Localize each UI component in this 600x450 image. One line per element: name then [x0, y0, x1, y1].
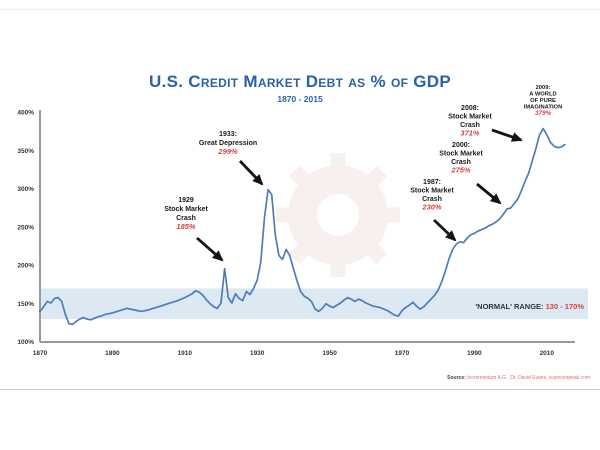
watermark-gear-icon: [276, 153, 400, 277]
source-text: Incrementum A.G., Dr. David Evans, scien…: [467, 375, 590, 381]
top-divider: [0, 9, 600, 10]
x-tick-label: 1970: [395, 350, 410, 357]
annotation-text: 1933: Great Depression: [199, 131, 257, 147]
y-tick-label: 400%: [17, 110, 34, 117]
annotation-text: 1929 Stock Market Crash: [164, 197, 208, 222]
x-tick-label: 1910: [178, 350, 193, 357]
annotation-arrow: [476, 182, 502, 205]
annotation-arrow: [491, 128, 523, 142]
x-tick-label: 1990: [467, 350, 482, 357]
annotation-text: 2000: Stock Market Crash: [439, 142, 483, 166]
annotation-value: 185%: [176, 222, 196, 231]
annotation-value: 371%: [460, 129, 480, 138]
x-tick-label: 1930: [250, 350, 265, 357]
x-tick-label: 2010: [540, 350, 555, 357]
y-tick-label: 300%: [17, 186, 34, 193]
bottom-divider: [0, 389, 600, 390]
y-tick-label: 200%: [17, 263, 34, 270]
x-tick-label: 1950: [322, 350, 337, 357]
x-tick-label: 1870: [33, 350, 48, 357]
annotation-text: 2008: Stock Market Crash: [448, 105, 492, 129]
annotation-value: 275%: [450, 166, 471, 175]
debt-line: [39, 127, 566, 326]
annotation-arrow: [238, 160, 264, 186]
annotation-arrow: [196, 236, 224, 262]
normal-range-band: [40, 288, 588, 320]
y-tick-label: 150%: [17, 301, 34, 308]
normal-range-label: 'NORMAL' RANGE: 130 - 170%: [475, 302, 584, 311]
annotation-text: 2009: A WORLD OF PURE IMAGINATION: [524, 85, 563, 111]
source-attribution: Source: Incrementum A.G., Dr. David Evan…: [447, 375, 590, 381]
annotation-value: 379%: [535, 110, 552, 117]
chart-subtitle: 1870 - 2015: [277, 94, 323, 104]
x-tick-label: 1890: [105, 350, 120, 357]
annotation-arrow: [433, 218, 457, 242]
source-label: Source:: [447, 375, 468, 381]
y-tick-label: 350%: [17, 148, 34, 155]
y-tick-label: 100%: [17, 339, 34, 346]
y-tick-label: 250%: [17, 224, 34, 231]
annotation-value: 299%: [217, 147, 238, 156]
chart-title: U.S. Credit Market Debt as % of GDP: [149, 72, 451, 91]
annotation-text: 1987: Stock Market Crash: [410, 179, 454, 203]
annotation-value: 230%: [421, 203, 442, 212]
